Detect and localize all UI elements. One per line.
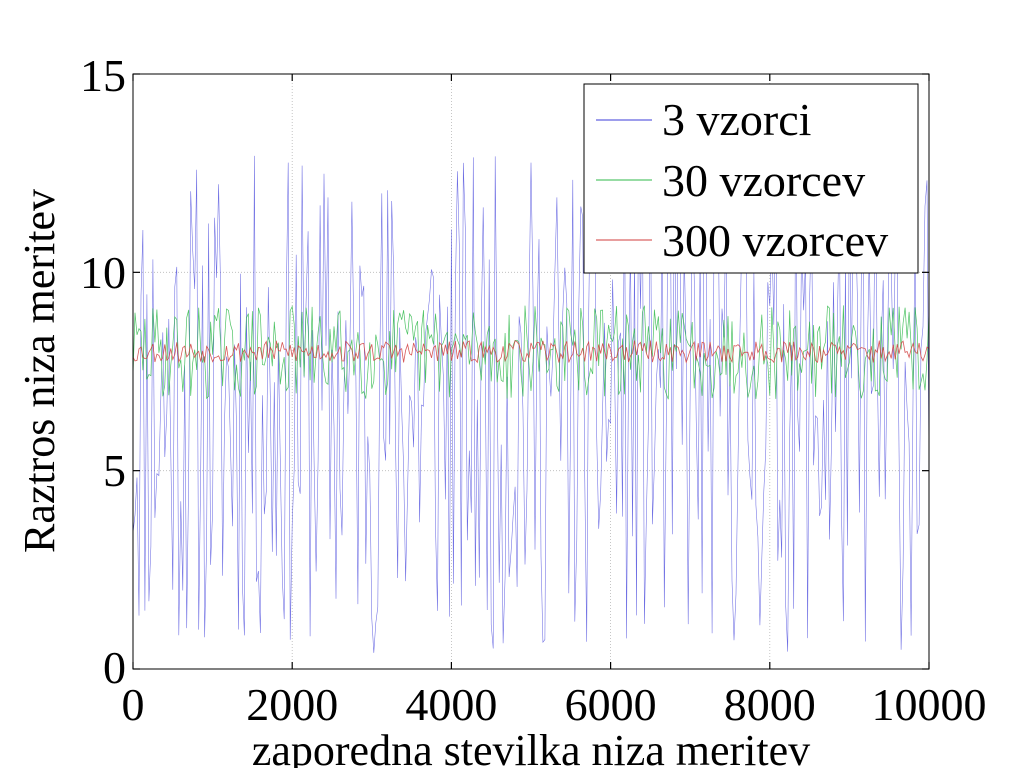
x-tick-labels: 0 2000 4000 6000 8000 10000 (122, 679, 987, 730)
y-tick-label-1: 5 (103, 445, 126, 496)
x-axis-title: zaporedna stevilka niza meritev (252, 726, 810, 768)
x-tick-label-5: 10000 (872, 679, 987, 730)
y-tick-label-3: 15 (80, 50, 126, 101)
ticks (132, 73, 930, 670)
series-line-1 (132, 305, 930, 400)
y-axis-title: Raztros niza meritev (15, 189, 64, 553)
legend-label-300-vzorcev: 300 vzorcev (662, 215, 888, 266)
legend-label-3-vzorci: 3 vzorci (662, 94, 811, 145)
series-line-2 (132, 340, 930, 364)
y-tick-labels: 0 5 10 15 (80, 50, 126, 693)
x-tick-label-0: 0 (122, 679, 145, 730)
legend-label-30-vzorcev: 30 vzorcev (662, 155, 865, 206)
legend-box (583, 83, 919, 274)
y-tick-label-0: 0 (103, 642, 126, 693)
y-tick-label-2: 10 (80, 247, 126, 298)
plot-frame (132, 73, 930, 670)
legend: 3 vzorci 30 vzorcev 300 vzorcev (583, 83, 919, 274)
x-tick-label-4: 8000 (724, 679, 816, 730)
x-tick-label-3: 6000 (565, 679, 657, 730)
x-tick-label-2: 4000 (405, 679, 497, 730)
x-tick-label-1: 2000 (246, 679, 338, 730)
